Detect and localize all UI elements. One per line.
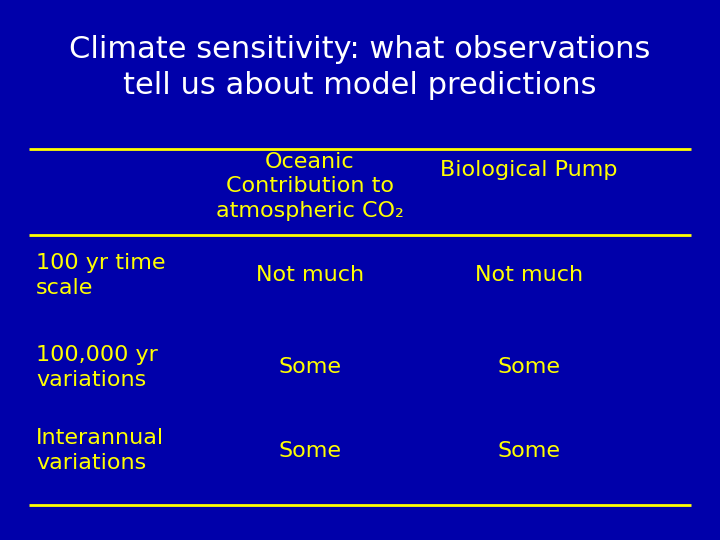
Text: Not much: Not much <box>475 265 583 286</box>
Text: Biological Pump: Biological Pump <box>441 160 618 180</box>
Text: Oceanic
Contribution to
atmospheric CO₂: Oceanic Contribution to atmospheric CO₂ <box>216 152 403 221</box>
Text: Not much: Not much <box>256 265 364 286</box>
Text: Interannual
variations: Interannual variations <box>36 429 164 473</box>
Text: Some: Some <box>278 441 341 461</box>
Text: Climate sensitivity: what observations
tell us about model predictions: Climate sensitivity: what observations t… <box>69 35 651 100</box>
Text: 100,000 yr
variations: 100,000 yr variations <box>36 345 158 389</box>
Text: Some: Some <box>278 357 341 377</box>
Text: 100 yr time
scale: 100 yr time scale <box>36 253 166 298</box>
Text: Some: Some <box>498 357 561 377</box>
Text: Some: Some <box>498 441 561 461</box>
